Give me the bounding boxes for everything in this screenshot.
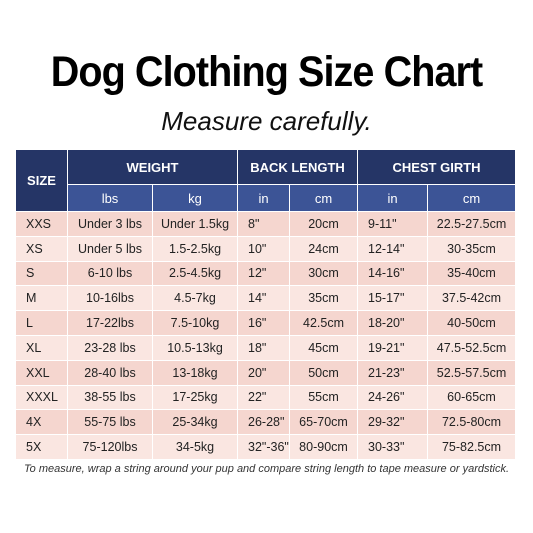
sub-header: in	[238, 185, 289, 211]
sub-header: cm	[290, 185, 357, 211]
data-cell: 14"	[238, 286, 289, 311]
size-cell: M	[16, 286, 67, 311]
data-cell: 50cm	[290, 360, 357, 385]
data-cell: 22.5-27.5cm	[428, 212, 515, 236]
size-cell: XXL	[16, 360, 67, 385]
data-cell: 29-32"	[358, 410, 427, 435]
size-cell: XS	[16, 236, 67, 261]
data-cell: 35cm	[290, 286, 357, 311]
data-cell: 52.5-57.5cm	[428, 360, 515, 385]
data-cell: 18"	[238, 336, 289, 360]
group-header: CHEST GIRTH	[358, 150, 515, 184]
sub-header: cm	[428, 185, 515, 211]
data-cell: 12"	[238, 261, 289, 286]
data-cell: 80-90cm	[290, 435, 357, 459]
data-cell: 42.5cm	[290, 311, 357, 335]
data-cell: 30-33"	[358, 435, 427, 459]
group-header: BACK LENGTH	[238, 150, 357, 184]
data-cell: Under 1.5kg	[153, 212, 237, 236]
data-cell: 72.5-80cm	[428, 410, 515, 435]
data-cell: 7.5-10kg	[153, 311, 237, 335]
data-cell: 75-120lbs	[68, 435, 152, 459]
data-cell: 65-70cm	[290, 410, 357, 435]
title: Dog Clothing Size Chart	[50, 48, 483, 96]
data-cell: 18-20"	[358, 311, 427, 335]
data-cell: 24-26"	[358, 385, 427, 410]
data-cell: 16"	[238, 311, 289, 335]
data-cell: 9-11"	[358, 212, 427, 236]
group-header: WEIGHT	[68, 150, 237, 184]
size-cell: S	[16, 261, 67, 286]
data-cell: 37.5-42cm	[428, 286, 515, 311]
data-cell: 20cm	[290, 212, 357, 236]
data-cell: 75-82.5cm	[428, 435, 515, 459]
data-cell: 15-17"	[358, 286, 427, 311]
subtitle: Measure carefully.	[161, 106, 372, 136]
size-header: SIZE	[16, 150, 67, 211]
data-cell: 55cm	[290, 385, 357, 410]
data-cell: 24cm	[290, 236, 357, 261]
data-cell: 1.5-2.5kg	[153, 236, 237, 261]
data-cell: 47.5-52.5cm	[428, 336, 515, 360]
data-cell: 45cm	[290, 336, 357, 360]
data-cell: 32"-36"	[238, 435, 289, 459]
data-cell: 55-75 lbs	[68, 410, 152, 435]
data-cell: 30-35cm	[428, 236, 515, 261]
data-cell: 14-16"	[358, 261, 427, 286]
data-cell: 2.5-4.5kg	[153, 261, 237, 286]
sub-header: in	[358, 185, 427, 211]
data-cell: 60-65cm	[428, 385, 515, 410]
data-cell: 28-40 lbs	[68, 360, 152, 385]
data-cell: 22"	[238, 385, 289, 410]
size-cell: L	[16, 311, 67, 335]
data-cell: Under 3 lbs	[68, 212, 152, 236]
data-cell: 8"	[238, 212, 289, 236]
data-cell: 19-21"	[358, 336, 427, 360]
sub-header: kg	[153, 185, 237, 211]
size-cell: XL	[16, 336, 67, 360]
data-cell: 4.5-7kg	[153, 286, 237, 311]
footer-note: To measure, wrap a string around your pu…	[23, 463, 510, 475]
data-cell: 34-5kg	[153, 435, 237, 459]
data-cell: 13-18kg	[153, 360, 237, 385]
data-cell: 38-55 lbs	[68, 385, 152, 410]
size-cell: 5X	[16, 435, 67, 459]
data-cell: 6-10 lbs	[68, 261, 152, 286]
data-cell: 40-50cm	[428, 311, 515, 335]
data-cell: 20"	[238, 360, 289, 385]
data-cell: 10.5-13kg	[153, 336, 237, 360]
size-cell: XXXL	[16, 385, 67, 410]
sub-header: lbs	[68, 185, 152, 211]
data-cell: 17-22lbs	[68, 311, 152, 335]
data-cell: 23-28 lbs	[68, 336, 152, 360]
data-cell: 10"	[238, 236, 289, 261]
data-cell: 21-23"	[358, 360, 427, 385]
data-cell: Under 5 lbs	[68, 236, 152, 261]
data-cell: 30cm	[290, 261, 357, 286]
size-cell: XXS	[16, 212, 67, 236]
data-cell: 17-25kg	[153, 385, 237, 410]
data-cell: 10-16lbs	[68, 286, 152, 311]
data-cell: 35-40cm	[428, 261, 515, 286]
size-cell: 4X	[16, 410, 67, 435]
data-cell: 26-28"	[238, 410, 289, 435]
data-cell: 25-34kg	[153, 410, 237, 435]
data-cell: 12-14"	[358, 236, 427, 261]
